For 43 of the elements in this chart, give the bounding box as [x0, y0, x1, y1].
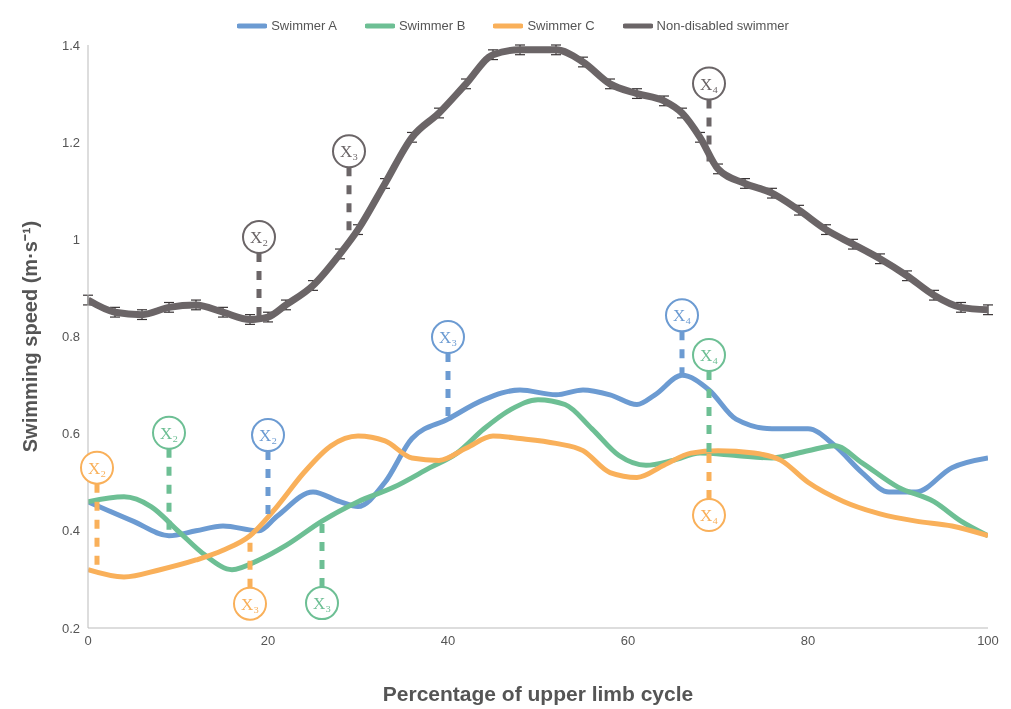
annotation: X₃ [339, 142, 359, 162]
x-axis-title: Percentage of upper limb cycle [382, 681, 694, 705]
annotation: X₂ [258, 426, 278, 446]
y-tick-label: 0.4 [61, 523, 80, 539]
x-tick-label: 40 [440, 633, 456, 649]
callout: X₃ [305, 521, 339, 621]
annotation: X₄ [699, 506, 719, 526]
y-tick-label: 0.8 [61, 329, 80, 345]
callout: X₃ [332, 134, 366, 240]
legend-label: Non-disabled swimmer [656, 18, 789, 33]
annotation: X₂ [87, 458, 107, 478]
y-tick-label: 1 [72, 231, 80, 247]
annotation: X₃ [240, 594, 260, 614]
y-axis-title: Swimming speed (m·s⁻¹) [19, 220, 42, 453]
annotation: X₄ [699, 346, 719, 366]
callout: X₄ [692, 66, 726, 162]
annotation: X₂ [159, 423, 179, 443]
y-tick-label: 0.2 [61, 620, 80, 636]
x-tick-label: 100 [977, 633, 999, 649]
annotation: X₄ [672, 306, 692, 326]
callout: X₂ [80, 450, 114, 570]
annotation: X₄ [699, 74, 719, 94]
y-tick-label: 0.6 [61, 426, 80, 442]
x-tick-label: 60 [620, 633, 636, 649]
callout: X₄ [692, 453, 726, 533]
legend-label: Swimmer A [271, 18, 337, 33]
x-tick-label: 80 [800, 633, 816, 649]
y-tick-label: 1.4 [61, 37, 80, 53]
x-tick-label: 20 [260, 633, 276, 649]
annotation: X₂ [249, 228, 269, 248]
callout: X₄ [692, 338, 726, 454]
legend-label: Swimmer C [527, 18, 595, 33]
annotation: X₃ [312, 594, 332, 614]
annotation: X₃ [438, 328, 458, 348]
callout: X₃ [233, 535, 267, 621]
callout: X₂ [242, 220, 276, 318]
x-tick-label: 0 [84, 633, 92, 649]
callout: X₂ [251, 418, 285, 522]
y-tick-label: 1.2 [61, 134, 80, 150]
legend-label: Swimmer B [398, 18, 466, 33]
callout: X₃ [431, 320, 465, 420]
callout: X₄ [665, 298, 699, 376]
callout: X₂ [152, 415, 186, 531]
